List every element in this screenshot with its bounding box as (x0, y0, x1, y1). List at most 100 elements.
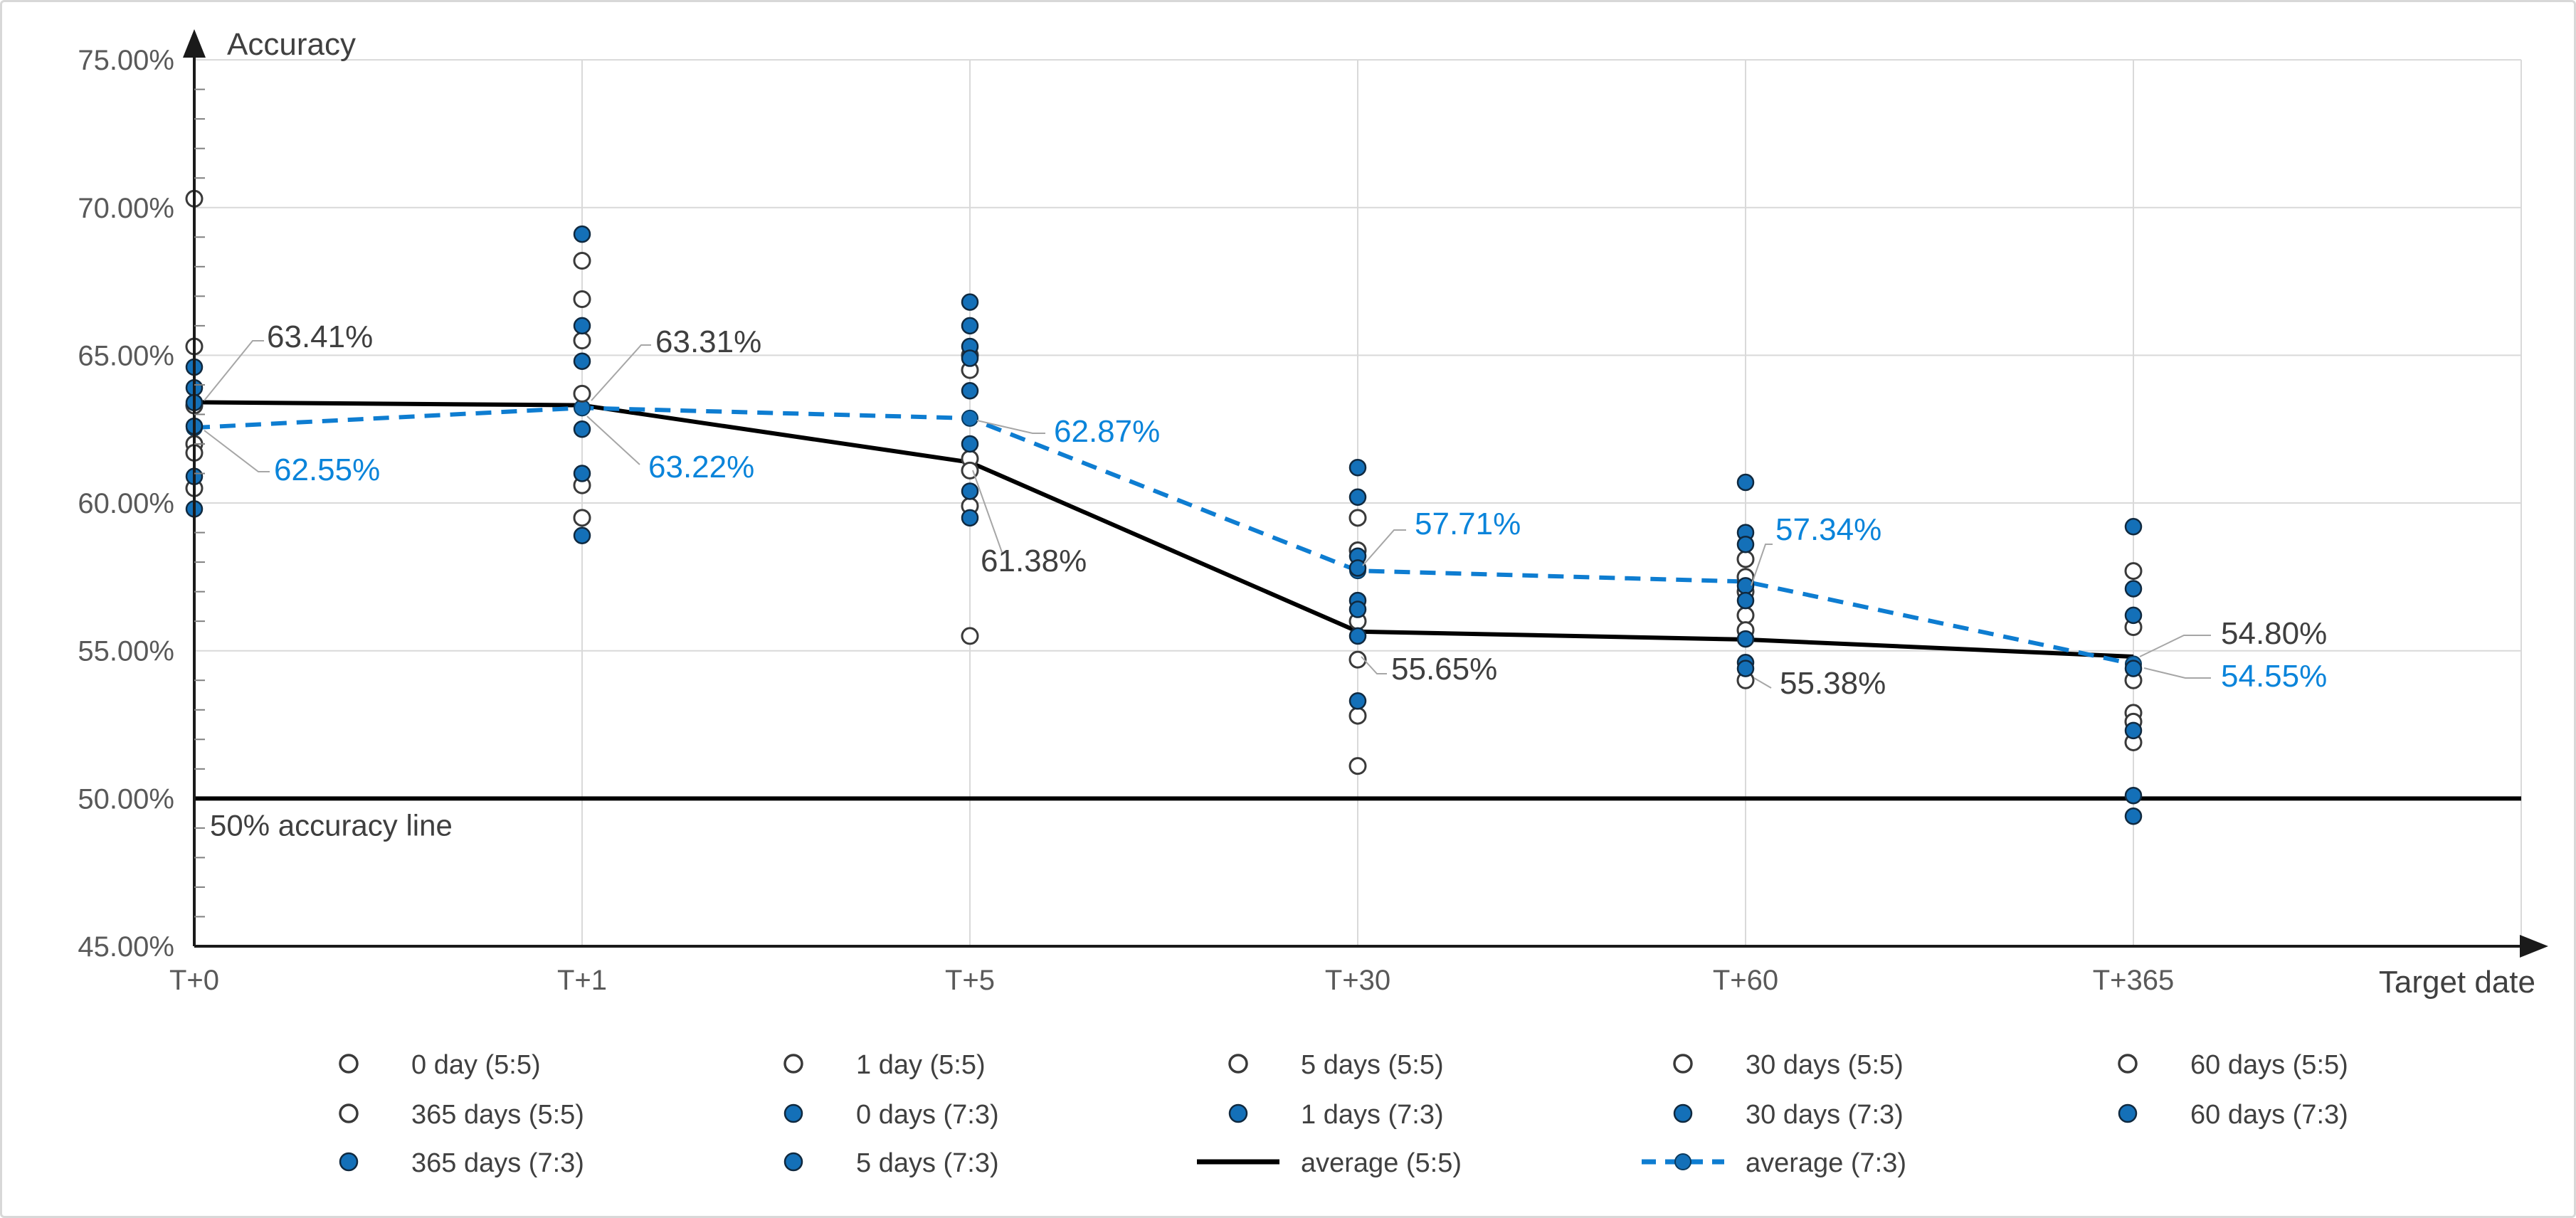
x-axis-title: Target date (2379, 965, 2535, 1000)
legend-label: average (7:3) (1746, 1148, 1906, 1178)
data-label: 54.55% (2221, 659, 2327, 694)
legend-label: 60 days (7:3) (2190, 1100, 2348, 1130)
legend-label: 0 days (7:3) (856, 1100, 999, 1130)
scatter-point-filled-7-3 (573, 420, 591, 438)
legend-filled-marker-icon (1673, 1103, 1693, 1123)
legend-blue-dashed-node-icon (1674, 1153, 1691, 1170)
scatter-point-filled-7-3 (1736, 630, 1755, 648)
scatter-point-filled-7-3 (1348, 627, 1367, 645)
leader-line (976, 420, 1045, 434)
legend-filled-marker-icon (783, 1103, 803, 1123)
scatter-point-filled-7-3 (961, 435, 979, 453)
y-tick-label: 45.00% (78, 931, 174, 963)
leader-line (972, 470, 1003, 555)
leader-line (1362, 529, 1406, 566)
leader-line (1753, 677, 1772, 689)
leader-line (2143, 667, 2211, 679)
leader-line (204, 340, 264, 401)
legend-filled-marker-icon (339, 1152, 359, 1172)
scatter-point-filled-7-3 (1736, 660, 1755, 677)
legend-open-marker-icon (1228, 1054, 1248, 1074)
leader-line (1361, 656, 1387, 674)
scatter-point-open-5-5 (573, 509, 591, 527)
data-label: 57.34% (1775, 512, 1881, 547)
y-tick-label: 50.00% (78, 783, 174, 815)
leader-line (1751, 544, 1773, 586)
scatter-point-open-5-5 (1736, 606, 1755, 625)
legend-open-marker-icon (2118, 1054, 2138, 1074)
legend-label: average (5:5) (1301, 1148, 1462, 1178)
scatter-point-filled-7-3 (1736, 535, 1755, 554)
data-label: 62.55% (274, 452, 380, 487)
scatter-point-filled-7-3 (961, 509, 979, 527)
scatter-point-filled-7-3 (2124, 518, 2143, 536)
scatter-point-filled-7-3 (961, 317, 979, 335)
scatter-point-filled-7-3 (573, 225, 591, 243)
leader-line (591, 344, 651, 401)
x-axis-arrow-icon (2520, 935, 2548, 958)
scatter-point-filled-7-3 (1736, 473, 1755, 492)
scatter-point-open-5-5 (2124, 562, 2143, 581)
data-label: 55.65% (1391, 652, 1497, 687)
legend-open-marker-icon (1673, 1054, 1693, 1074)
scatter-point-open-5-5 (1348, 509, 1367, 527)
y-tick-label: 55.00% (78, 636, 174, 667)
scatter-point-open-5-5 (573, 290, 591, 308)
legend-filled-marker-icon (783, 1152, 803, 1172)
scatter-point-filled-7-3 (1348, 559, 1367, 577)
data-label: 55.38% (1780, 666, 1886, 701)
scatter-point-open-5-5 (1736, 550, 1755, 568)
legend-filled-marker-icon (1228, 1103, 1248, 1123)
y-tick-label: 60.00% (78, 488, 174, 519)
data-label: 63.31% (655, 324, 761, 359)
legend-label: 5 days (7:3) (856, 1148, 999, 1178)
y-tick-label: 75.00% (78, 45, 174, 76)
scatter-point-filled-7-3 (961, 349, 979, 367)
y-tick-label: 65.00% (78, 340, 174, 371)
scatter-point-filled-7-3 (1348, 488, 1367, 506)
leader-line (586, 415, 640, 465)
legend-filled-marker-icon (2118, 1103, 2138, 1123)
data-label: 63.41% (267, 319, 373, 354)
scatter-point-filled-7-3 (961, 293, 979, 311)
scatter-point-filled-7-3 (2124, 807, 2143, 825)
scatter-point-filled-7-3 (573, 352, 591, 370)
legend-label: 60 days (5:5) (2190, 1050, 2348, 1080)
scatter-point-filled-7-3 (1348, 692, 1367, 710)
leader-line (204, 430, 270, 472)
x-tick-label: T+0 (169, 965, 219, 996)
legend-open-marker-icon (339, 1054, 359, 1074)
legend-open-marker-icon (783, 1054, 803, 1074)
scatter-point-filled-7-3 (2124, 606, 2143, 625)
scatter-point-filled-7-3 (961, 381, 979, 400)
legend-label: 1 day (5:5) (856, 1050, 986, 1080)
scatter-point-filled-7-3 (1736, 591, 1755, 610)
scatter-point-open-5-5 (1348, 757, 1367, 775)
average-line-5-5 (194, 400, 2134, 660)
scatter-point-filled-7-3 (1736, 577, 1755, 595)
legend-open-marker-icon (339, 1103, 359, 1123)
data-label: 61.38% (981, 544, 1087, 578)
scatter-point-open-5-5 (573, 384, 591, 403)
reference-line-label: 50% accuracy line (210, 808, 453, 842)
legend-label: 1 days (7:3) (1301, 1100, 1444, 1130)
data-label: 62.87% (1054, 414, 1160, 449)
scatter-point-filled-7-3 (573, 317, 591, 335)
scatter-point-open-5-5 (961, 627, 979, 645)
scatter-point-filled-7-3 (2124, 786, 2143, 805)
legend-label: 365 days (7:3) (411, 1148, 584, 1178)
scatter-point-filled-7-3 (1348, 600, 1367, 618)
scatter-point-open-5-5 (1348, 706, 1367, 725)
scatter-point-open-5-5 (1348, 650, 1367, 669)
legend-label: 5 days (5:5) (1301, 1050, 1444, 1080)
scatter-point-filled-7-3 (961, 482, 979, 500)
scatter-point-filled-7-3 (2124, 660, 2143, 677)
scatter-point-filled-7-3 (2124, 721, 2143, 740)
data-label: 63.22% (648, 450, 754, 484)
y-axis-title: Accuracy (227, 27, 356, 62)
y-tick-label: 70.00% (78, 193, 174, 224)
legend-label: 30 days (5:5) (1746, 1050, 1904, 1080)
data-label: 54.80% (2221, 616, 2327, 651)
